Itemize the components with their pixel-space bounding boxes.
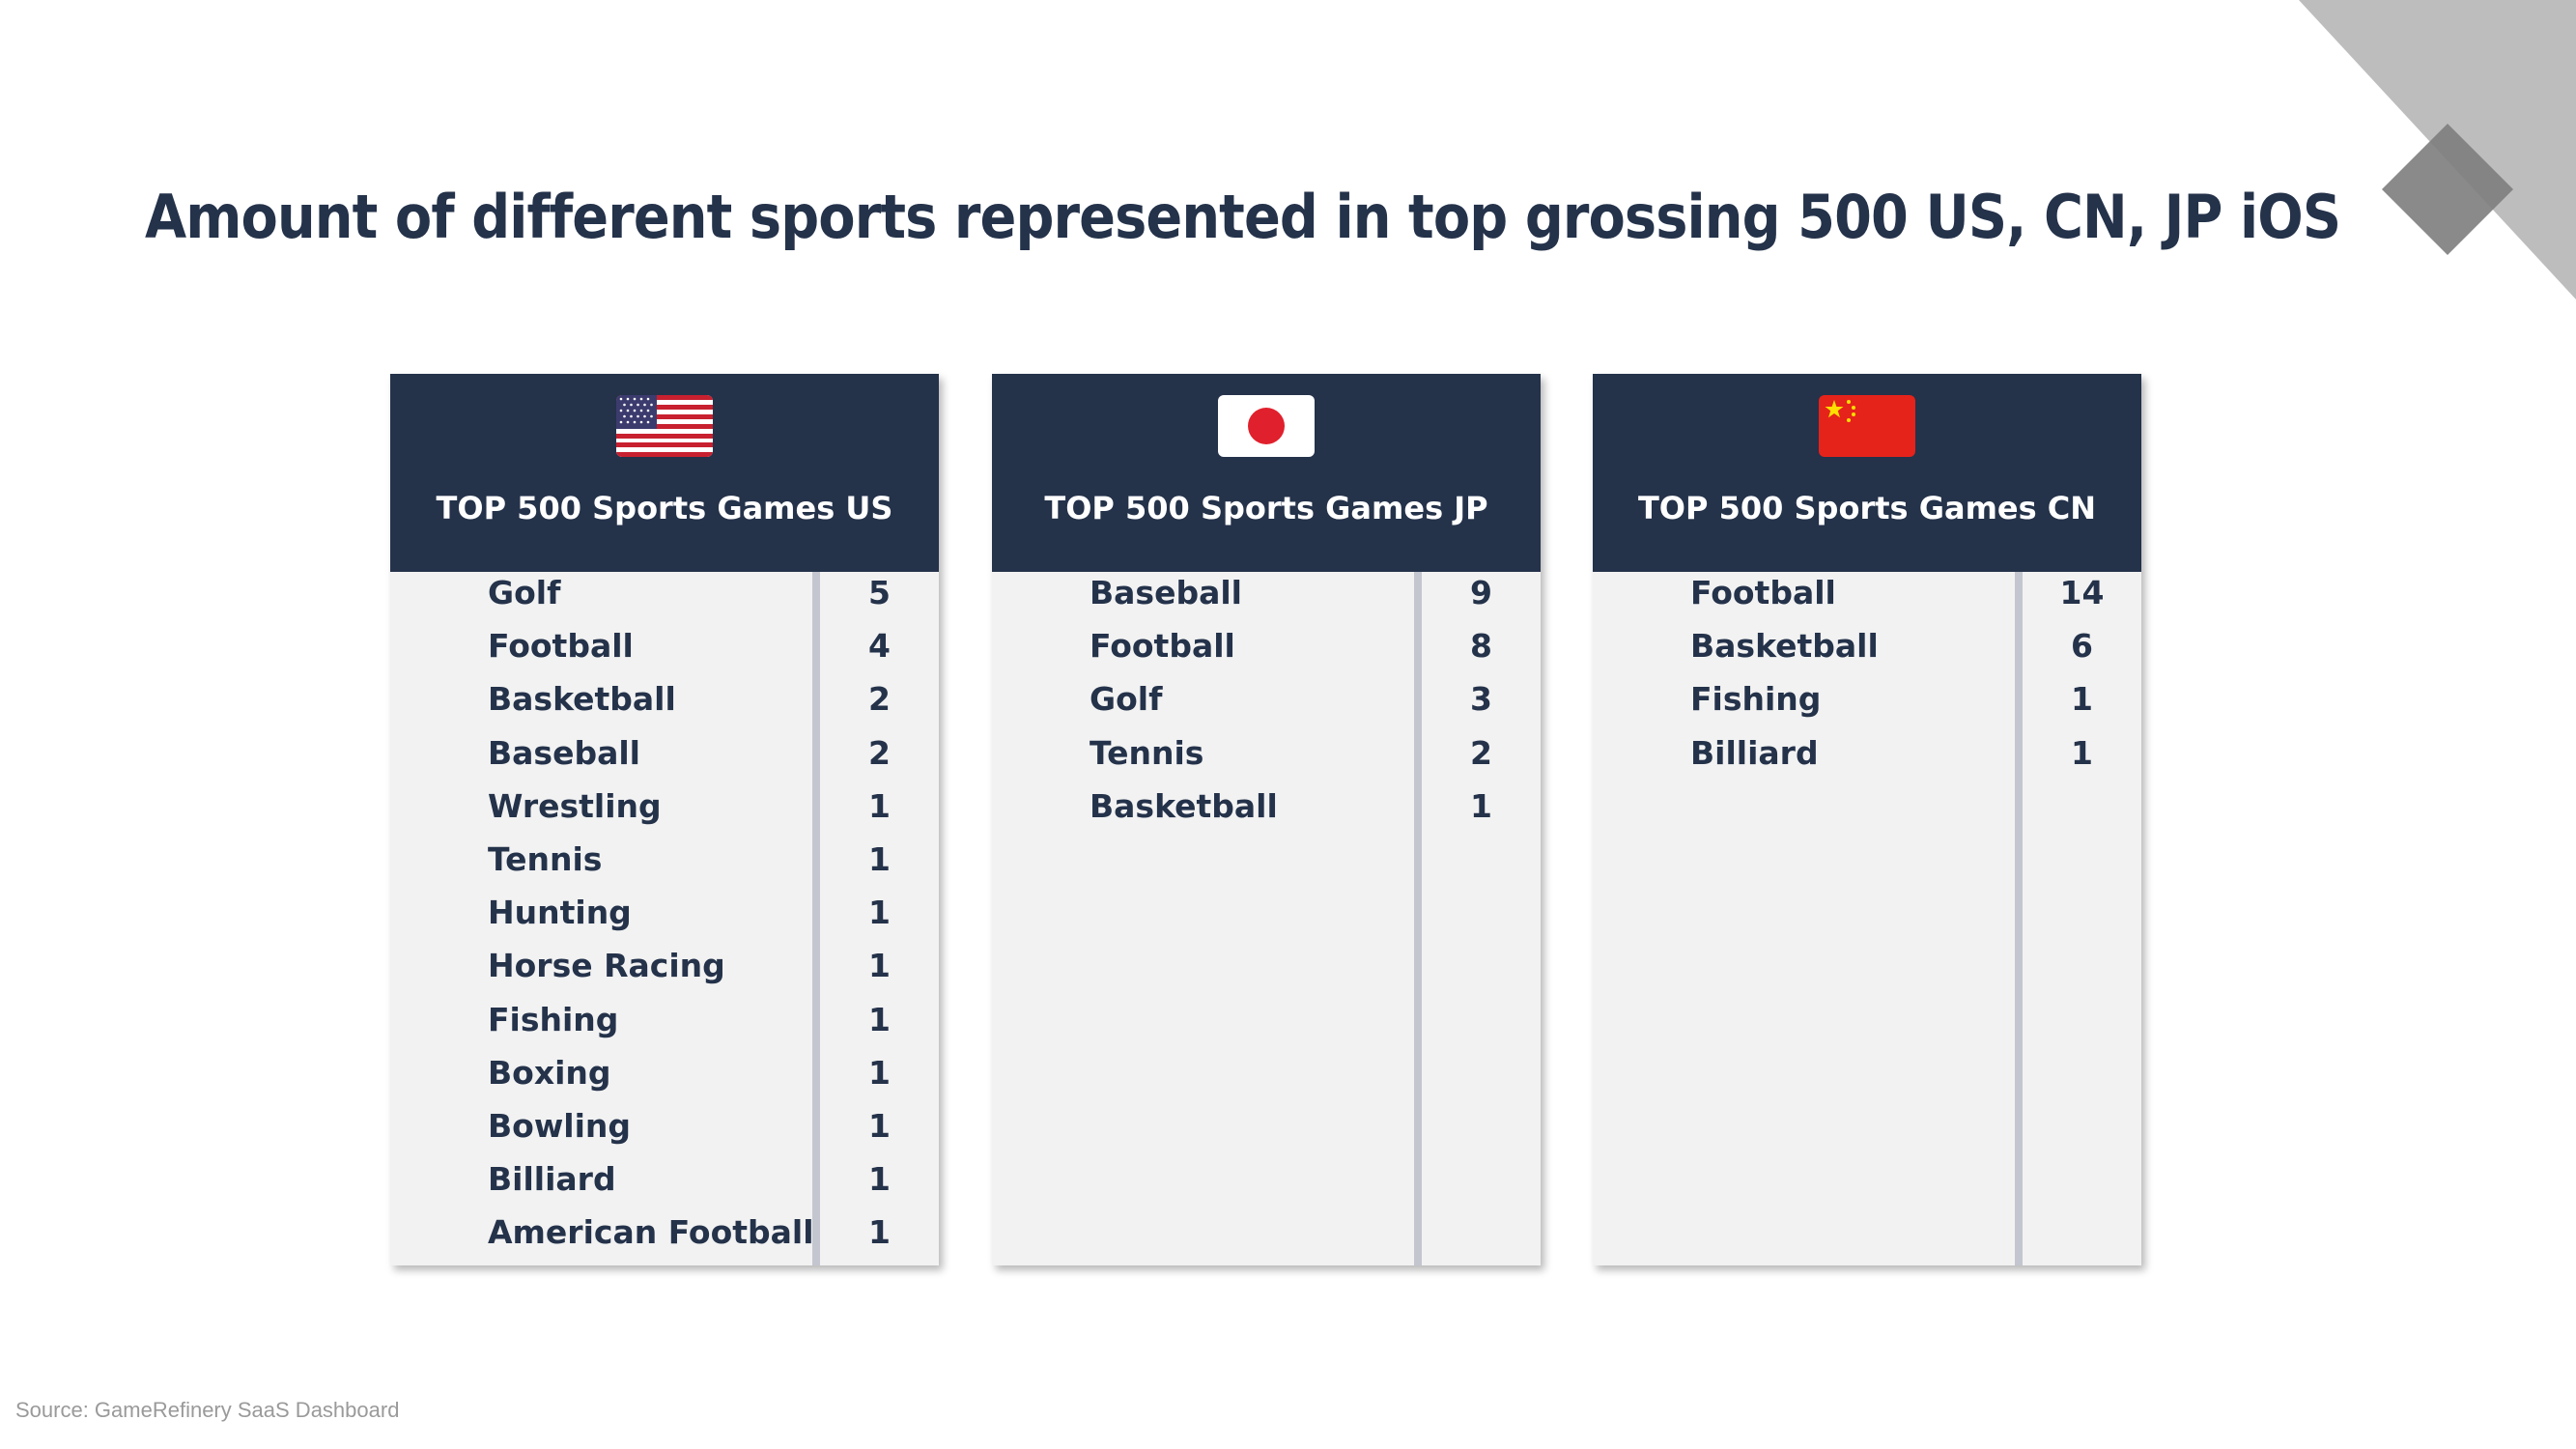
sport-name: Golf — [1090, 680, 1163, 719]
sport-count: 1 — [868, 947, 891, 985]
table-row: American Football 1 — [390, 1211, 939, 1264]
sport-count: 2 — [1470, 733, 1492, 772]
sport-count: 1 — [868, 1000, 891, 1038]
panel-title: TOP 500 Sports Games JP — [1044, 490, 1488, 526]
sport-name: Hunting — [488, 894, 632, 932]
sport-name: Basketball — [1690, 627, 1879, 666]
column-divider — [1414, 572, 1422, 1265]
sport-count: 8 — [1470, 627, 1492, 666]
sport-name: Baseball — [1090, 574, 1242, 611]
rows: Football 14 Basketball 6 Fishing 1 Billiard 1 — [1593, 572, 2141, 785]
sport-count: 2 — [868, 680, 891, 719]
panel-header: TOP 500 Sports Games JP — [992, 374, 1541, 572]
column-divider — [812, 572, 820, 1265]
sport-count: 6 — [2071, 627, 2093, 666]
japan-flag-icon — [1218, 395, 1315, 457]
sport-count: 9 — [1470, 574, 1492, 611]
table-row: Tennis 2 — [992, 732, 1541, 785]
panel-header: TOP 500 Sports Games US — [390, 374, 939, 572]
table-row: Basketball 2 — [390, 678, 939, 731]
sport-name: American Football — [488, 1213, 814, 1252]
column-divider — [2015, 572, 2023, 1265]
table-row: Fishing 1 — [390, 999, 939, 1052]
corner-decoration — [2299, 0, 2576, 299]
panel-cn: TOP 500 Sports Games CN Football 14 Basket… — [1593, 374, 2141, 1265]
table-row: Hunting 1 — [390, 892, 939, 945]
sport-count: 1 — [868, 1213, 891, 1252]
table-row: Billiard 1 — [390, 1158, 939, 1211]
sport-name: Fishing — [488, 1000, 619, 1038]
table-row: Football 14 — [1593, 572, 2141, 625]
sport-name: Basketball — [1090, 786, 1278, 825]
sport-name: Football — [1690, 574, 1836, 611]
sport-count: 1 — [2071, 733, 2093, 772]
sport-name: Football — [488, 627, 634, 666]
table-row: Football 4 — [390, 625, 939, 678]
panel-us: TOP 500 Sports Games US Golf 5 Football 4 Ba… — [390, 374, 939, 1265]
sport-count: 2 — [868, 733, 891, 772]
sport-name: Tennis — [1090, 733, 1204, 772]
table-row: Boxing 1 — [390, 1052, 939, 1105]
sport-count: 1 — [868, 839, 891, 878]
sport-name: Football — [1090, 627, 1235, 666]
sport-count: 14 — [2059, 574, 2105, 611]
sport-name: Horse Racing — [488, 947, 725, 985]
sport-name: Bowling — [488, 1106, 632, 1145]
panel-title: TOP 500 Sports Games US — [436, 490, 893, 526]
sport-name: Boxing — [488, 1053, 611, 1092]
source-note: Source: GameRefinery SaaS Dashboard — [15, 1398, 400, 1422]
panel-header: TOP 500 Sports Games CN — [1593, 374, 2141, 572]
sport-name: Golf — [488, 574, 561, 611]
sport-count: 4 — [868, 627, 891, 666]
sport-count: 5 — [868, 574, 891, 611]
sport-name: Billiard — [488, 1160, 616, 1199]
table-row: Billiard 1 — [1593, 732, 2141, 785]
table-row: Golf 3 — [992, 678, 1541, 731]
rows: Golf 5 Football 4 Basketball 2 Baseball 2 Wrestl… — [390, 572, 939, 1264]
table-row: Golf 5 — [390, 572, 939, 625]
sport-count: 1 — [868, 1053, 891, 1092]
china-flag-icon — [1819, 395, 1915, 457]
table-row: Baseball 2 — [390, 732, 939, 785]
sport-count: 3 — [1470, 680, 1492, 719]
table-row: Basketball 1 — [992, 785, 1541, 838]
panel-jp: TOP 500 Sports Games JP Baseball 9 Footbal… — [992, 374, 1541, 1265]
table-row: Basketball 6 — [1593, 625, 2141, 678]
table-row: Fishing 1 — [1593, 678, 2141, 731]
table-row: Baseball 9 — [992, 572, 1541, 625]
sport-name: Basketball — [488, 680, 676, 719]
corner-diamond — [2382, 124, 2513, 255]
table-row: Bowling 1 — [390, 1105, 939, 1158]
sport-count: 1 — [868, 1160, 891, 1199]
table-row: Football 8 — [992, 625, 1541, 678]
sport-count: 1 — [2071, 680, 2093, 719]
us-flag-icon — [616, 395, 713, 457]
sport-name: Wrestling — [488, 786, 662, 825]
sport-name: Billiard — [1690, 733, 1819, 772]
table-row: Wrestling 1 — [390, 785, 939, 838]
rows: Baseball 9 Football 8 Golf 3 Tennis 2 Basketball… — [992, 572, 1541, 838]
sport-name: Fishing — [1690, 680, 1822, 719]
sport-count: 1 — [868, 894, 891, 932]
panel-title: TOP 500 Sports Games CN — [1637, 490, 2097, 526]
sport-name: Tennis — [488, 839, 603, 878]
sport-count: 1 — [868, 786, 891, 825]
table-row: Horse Racing 1 — [390, 945, 939, 998]
table-row: Tennis 1 — [390, 838, 939, 892]
sport-name: Baseball — [488, 733, 640, 772]
page-title: Amount of different sports represented i… — [145, 182, 2341, 252]
sport-count: 1 — [1470, 786, 1492, 825]
sport-count: 1 — [868, 1106, 891, 1145]
